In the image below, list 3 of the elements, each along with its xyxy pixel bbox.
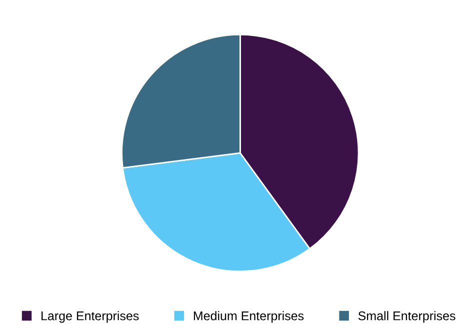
legend-label: Large Enterprises	[42, 311, 139, 323]
legend-label: Medium Enterprises	[194, 311, 304, 323]
legend-label: Small Enterprises	[358, 311, 456, 323]
